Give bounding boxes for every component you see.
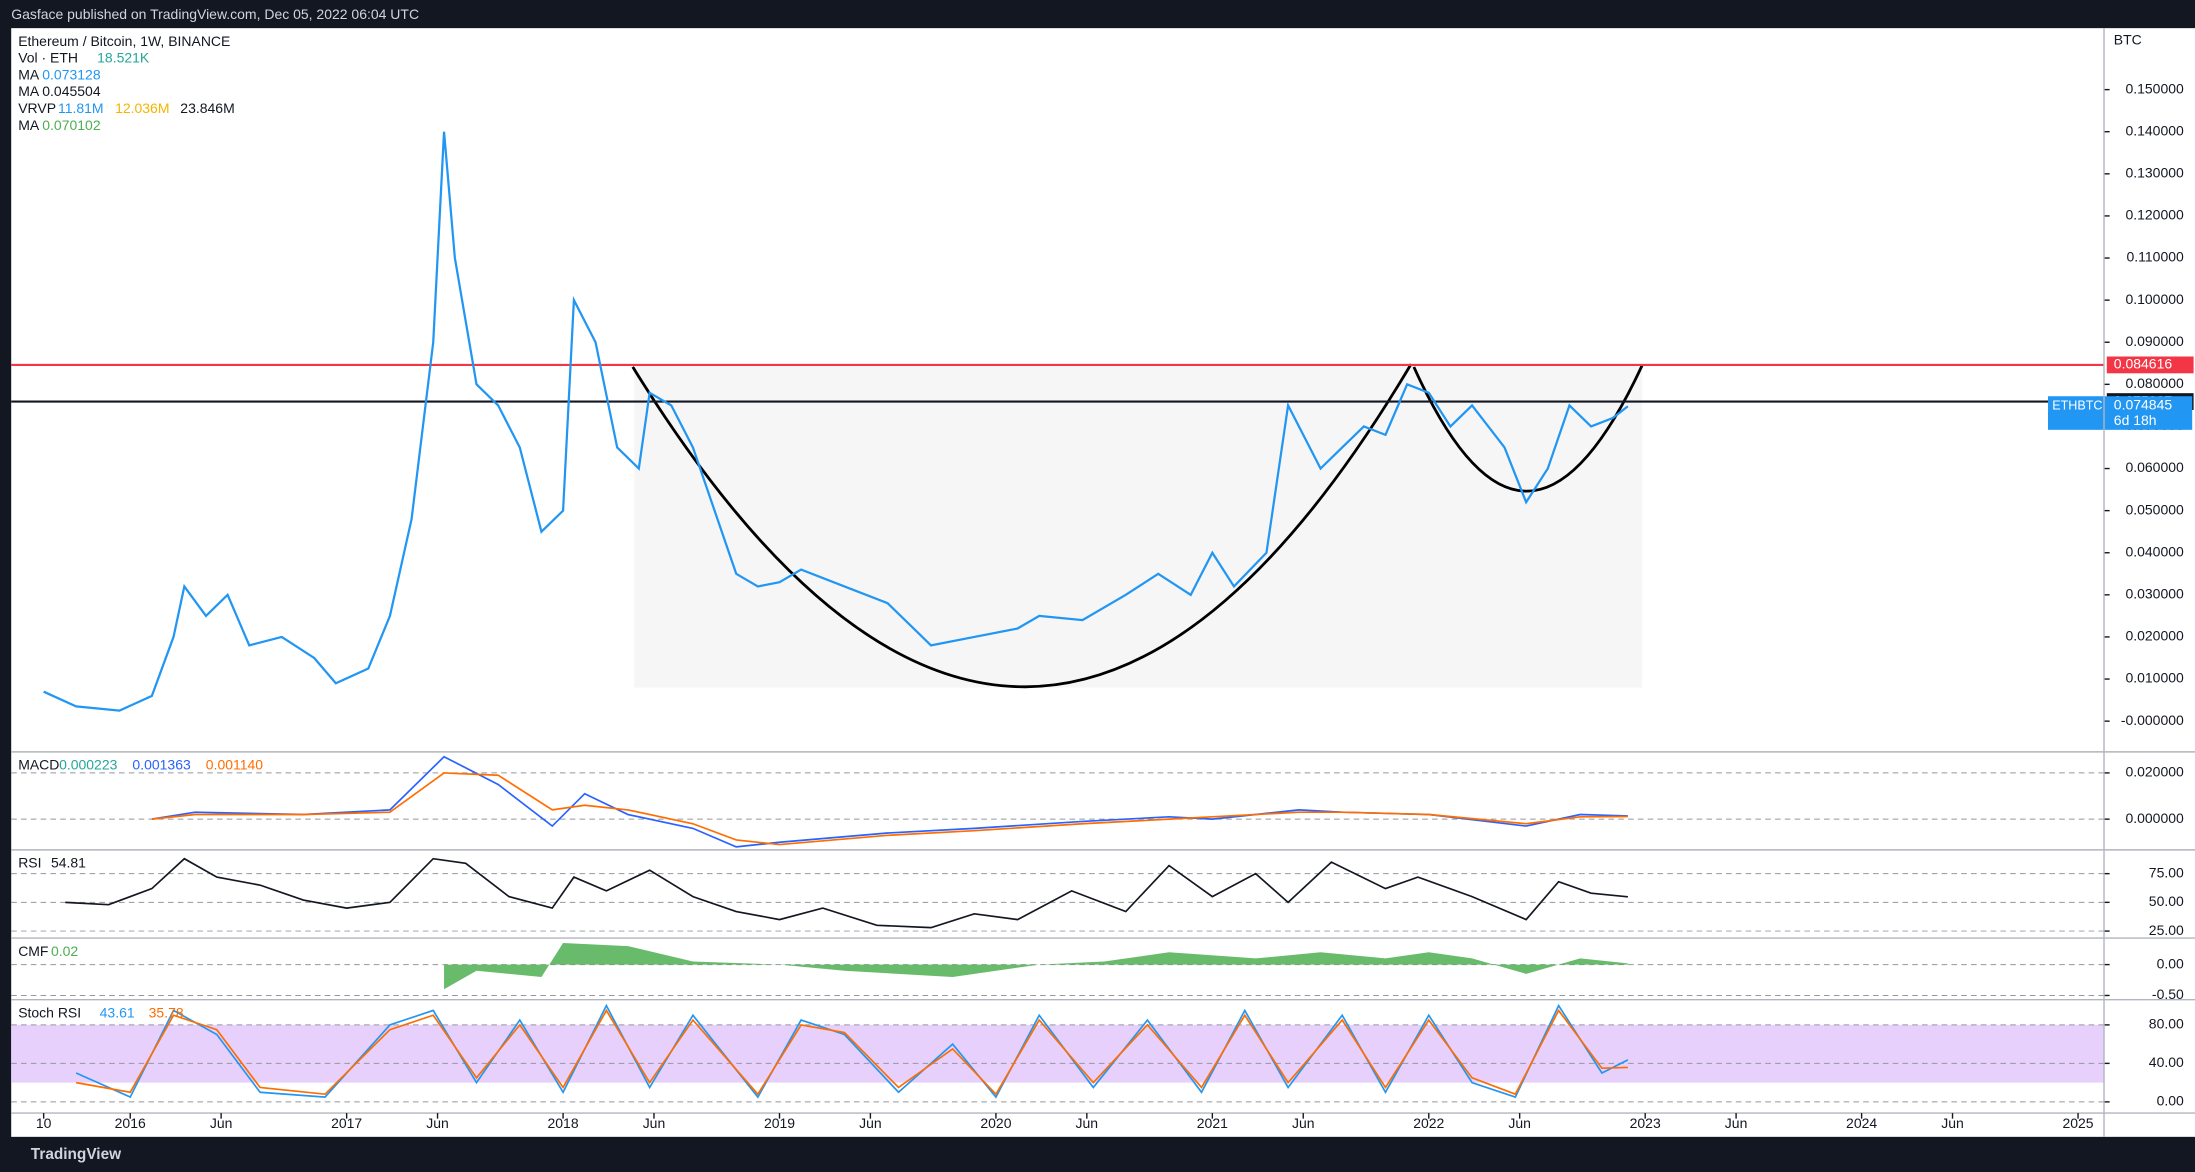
y-tick-label: 0.150000 bbox=[2125, 80, 2184, 96]
legend-value: 54.81 bbox=[51, 855, 86, 871]
y-tick-label: 0.020000 bbox=[2125, 764, 2184, 780]
pane-title: Stoch RSI bbox=[18, 1004, 81, 1020]
legend-name: MA bbox=[18, 66, 40, 82]
x-tick-label: 2019 bbox=[764, 1115, 795, 1131]
pane-title: RSI bbox=[18, 855, 41, 871]
y-tick-label: 0.060000 bbox=[2125, 459, 2184, 475]
y-tick-label: 0.020000 bbox=[2125, 628, 2184, 644]
price-tag-countdown: 6d 18h bbox=[2114, 412, 2157, 428]
x-tick-label: 2016 bbox=[115, 1115, 146, 1131]
x-tick-label: Jun bbox=[643, 1115, 666, 1131]
legend-name: Vol · ETH bbox=[18, 50, 78, 66]
y-tick-label: 0.110000 bbox=[2127, 249, 2185, 265]
y-tick-label: 0.00 bbox=[2157, 955, 2184, 971]
x-tick-label: 2022 bbox=[1413, 1115, 1444, 1131]
band bbox=[11, 1024, 2105, 1083]
y-tick-label: 80.00 bbox=[2149, 1016, 2184, 1032]
x-tick-label: 2021 bbox=[1197, 1115, 1228, 1131]
x-tick-label: Jun bbox=[859, 1115, 882, 1131]
legend-value: 0.001140 bbox=[206, 757, 264, 773]
x-tick-label: Jun bbox=[426, 1115, 449, 1131]
y-tick-label: 0.00 bbox=[2157, 1093, 2184, 1109]
legend-value: 43.61 bbox=[100, 1004, 135, 1020]
x-tick-label: 2025 bbox=[2062, 1115, 2093, 1131]
y-tick-label: 40.00 bbox=[2149, 1054, 2184, 1070]
legend-value: 0.070102 bbox=[42, 117, 101, 133]
x-tick-label: Jun bbox=[1725, 1115, 1748, 1131]
handle-curve bbox=[1412, 364, 1644, 493]
cup-curve bbox=[631, 363, 1413, 689]
y-tick-label: 0.140000 bbox=[2125, 122, 2184, 138]
x-tick-label: 2020 bbox=[980, 1115, 1011, 1131]
legend-value: 0.073128 bbox=[42, 66, 101, 82]
footer: TradingView bbox=[31, 1146, 121, 1163]
x-tick-label: 2024 bbox=[1846, 1115, 1877, 1131]
y-tick-label: 0.120000 bbox=[2125, 207, 2184, 223]
y-tick-label: 0.010000 bbox=[2125, 670, 2184, 686]
legend-name: MA bbox=[18, 117, 40, 133]
pattern-zone bbox=[634, 365, 1643, 688]
legend-value: 23.846M bbox=[180, 100, 234, 116]
level-tag bbox=[2106, 356, 2194, 374]
price-tag bbox=[2048, 396, 2193, 430]
legend-name: VRVP bbox=[18, 100, 56, 116]
x-tick-label: 2018 bbox=[548, 1115, 579, 1131]
area bbox=[444, 943, 1628, 990]
legend-value: 35.78 bbox=[149, 1004, 184, 1020]
legend-value: 0.000223 bbox=[59, 757, 118, 773]
x-tick-label: 2017 bbox=[331, 1115, 362, 1131]
axis-unit: BTC bbox=[2114, 31, 2142, 47]
x-tick-label: Jun bbox=[1292, 1115, 1315, 1131]
price-tag-name: ETHBTC bbox=[2052, 398, 2102, 412]
series-line bbox=[65, 857, 1628, 929]
y-tick-label: 0.130000 bbox=[2125, 165, 2184, 181]
y-tick-label: -0.000000 bbox=[2121, 712, 2184, 728]
y-tick-label: 75.00 bbox=[2149, 864, 2184, 880]
legend-value: 0.045504 bbox=[42, 83, 101, 99]
y-tick-label: 0.050000 bbox=[2125, 501, 2184, 517]
legend-value: 12.036M bbox=[115, 100, 169, 116]
x-tick-label: Jun bbox=[1076, 1115, 1099, 1131]
y-tick-label: 0.000000 bbox=[2125, 810, 2184, 826]
x-tick-label: Jun bbox=[1508, 1115, 1531, 1131]
level-label: 0.084616 bbox=[2114, 356, 2173, 372]
header: Gasface published on TradingView.com, De… bbox=[11, 6, 419, 22]
y-tick-label: 0.090000 bbox=[2125, 333, 2184, 349]
series-line bbox=[75, 1008, 1628, 1096]
x-tick-label: Jun bbox=[210, 1115, 233, 1131]
y-tick-label: 0.100000 bbox=[2125, 291, 2184, 307]
x-tick-label: 2023 bbox=[1630, 1115, 1661, 1131]
pane-title: CMF bbox=[18, 943, 48, 959]
price-tag-label: 0.074845 bbox=[2114, 397, 2173, 413]
series-line bbox=[43, 131, 1629, 712]
legend-value: 0.02 bbox=[51, 943, 78, 959]
x-tick-label: 10 bbox=[36, 1115, 52, 1131]
pane-title: MACD bbox=[18, 757, 59, 773]
x-tick-label: Jun bbox=[1941, 1115, 1964, 1131]
y-tick-label: 25.00 bbox=[2149, 922, 2184, 938]
y-tick-label: 0.080000 bbox=[2125, 375, 2184, 391]
legend-value: 0.001363 bbox=[132, 757, 191, 773]
y-tick-label: 50.00 bbox=[2149, 893, 2184, 909]
y-tick-label: 0.030000 bbox=[2125, 586, 2184, 602]
legend-value: 11.81M bbox=[58, 100, 104, 116]
y-tick-label: -0.50 bbox=[2152, 986, 2184, 1002]
y-tick-label: 0.040000 bbox=[2125, 543, 2184, 559]
series-line bbox=[151, 772, 1628, 846]
legend-value: 18.521K bbox=[97, 50, 150, 66]
pane-title: Ethereum / Bitcoin, 1W, BINANCE bbox=[18, 33, 230, 49]
legend-name: MA bbox=[18, 83, 40, 99]
